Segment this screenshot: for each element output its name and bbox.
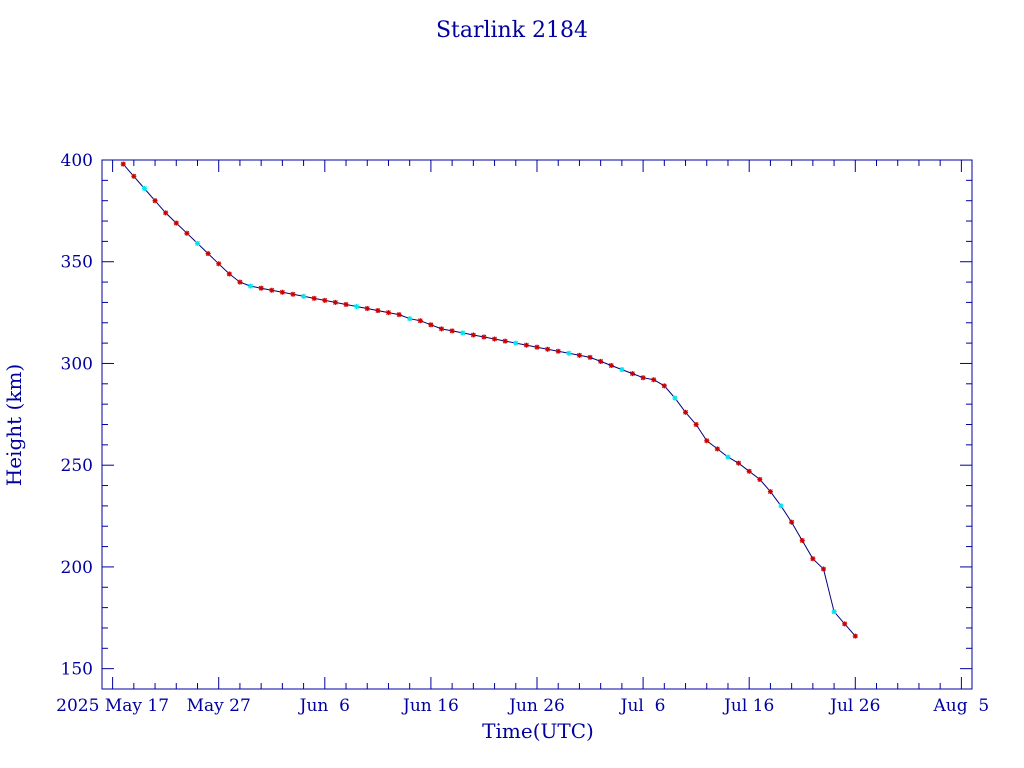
- data-point: [576, 352, 582, 358]
- x-tick-label: Jun 26: [507, 696, 565, 716]
- x-tick-label: May 27: [187, 696, 251, 716]
- data-point: [693, 422, 699, 427]
- data-point: [725, 454, 731, 460]
- data-point: [311, 295, 317, 301]
- data-point: [852, 633, 858, 639]
- data-point: [767, 489, 773, 495]
- data-point: [332, 299, 338, 305]
- data-point: [141, 185, 147, 191]
- data-point: [598, 358, 604, 364]
- data-point: [831, 609, 837, 615]
- data-point: [364, 306, 370, 312]
- y-tick-label: 200: [61, 558, 93, 578]
- y-axis: 150 200 250 300 350 400: [61, 151, 972, 690]
- data-point: [736, 460, 742, 466]
- x-tick-label: Jun 6: [298, 696, 350, 716]
- data-point: [757, 476, 763, 482]
- data-point: [322, 297, 328, 303]
- data-point: [460, 330, 466, 336]
- data-point: [258, 285, 264, 291]
- data-point: [439, 326, 445, 332]
- y-axis-label: Height (km): [2, 364, 26, 486]
- data-point: [672, 395, 678, 401]
- data-point: [587, 354, 593, 360]
- data-point: [163, 210, 169, 216]
- data-point: [385, 310, 391, 316]
- data-point: [279, 289, 285, 295]
- data-point: [194, 240, 200, 246]
- data-point: [375, 308, 381, 314]
- data-point: [566, 350, 572, 356]
- data-point: [704, 438, 710, 444]
- data-point: [714, 446, 720, 452]
- x-axis: 2025 May 17 May 27 Jun 6 Jun 16 Jun 26 Jul 6 J…: [56, 160, 989, 716]
- data-point: [248, 283, 254, 289]
- data-point: [226, 271, 232, 277]
- y-tick-label: 150: [61, 660, 93, 680]
- data-point: [555, 348, 561, 354]
- data-point: [492, 336, 498, 342]
- data-point: [237, 279, 243, 285]
- data-point: [842, 621, 848, 627]
- x-tick-label: Jun 16: [401, 696, 459, 716]
- data-point: [661, 383, 667, 389]
- data-point: [173, 220, 179, 226]
- data-point: [301, 293, 307, 299]
- data-point: [417, 318, 423, 324]
- plot-frame: [101, 159, 973, 690]
- data-point: [269, 287, 275, 293]
- plot-border: [101, 159, 973, 690]
- data-point: [290, 291, 296, 297]
- data-point: [481, 334, 487, 340]
- data-point: [619, 367, 625, 373]
- data-point: [608, 362, 614, 368]
- data-point: [396, 312, 402, 318]
- data-point: [534, 344, 540, 350]
- data-point: [428, 322, 434, 328]
- data-point: [683, 409, 689, 415]
- data-point: [640, 375, 646, 381]
- y-tick-label: 300: [61, 354, 93, 374]
- data-point: [513, 340, 519, 346]
- x-tick-label: 2025 May 17: [56, 696, 169, 716]
- data-point: [799, 537, 805, 543]
- y-tick-label: 250: [61, 456, 93, 476]
- data-point: [184, 230, 190, 236]
- data-point: [820, 566, 826, 572]
- data-point: [746, 468, 752, 474]
- data-point: [810, 556, 816, 562]
- data-point: [131, 173, 137, 179]
- data-point: [449, 328, 455, 334]
- data-point: [523, 342, 529, 348]
- data-point: [502, 338, 508, 344]
- data-point: [343, 301, 349, 307]
- data-point: [354, 303, 360, 309]
- x-tick-label: Jul 6: [619, 696, 666, 716]
- series-layer: [120, 161, 858, 639]
- chart-title: Starlink 2184: [436, 18, 588, 43]
- y-tick-label: 400: [61, 151, 93, 171]
- data-point: [205, 251, 211, 257]
- data-point: [778, 503, 784, 509]
- x-tick-label: Jul 16: [722, 696, 774, 716]
- series-line: [122, 163, 856, 637]
- y-tick-label: 350: [61, 253, 93, 273]
- data-point: [545, 346, 551, 352]
- x-tick-label: Aug 5: [933, 696, 990, 716]
- data-point: [470, 332, 476, 338]
- x-axis-label: Time(UTC): [482, 719, 594, 743]
- x-tick-label: Jul 26: [828, 696, 880, 716]
- data-point: [789, 519, 795, 525]
- data-point: [407, 316, 413, 322]
- data-point: [216, 261, 222, 267]
- data-point: [120, 161, 126, 167]
- data-point: [629, 371, 635, 377]
- data-point: [651, 377, 657, 383]
- data-point: [152, 198, 158, 204]
